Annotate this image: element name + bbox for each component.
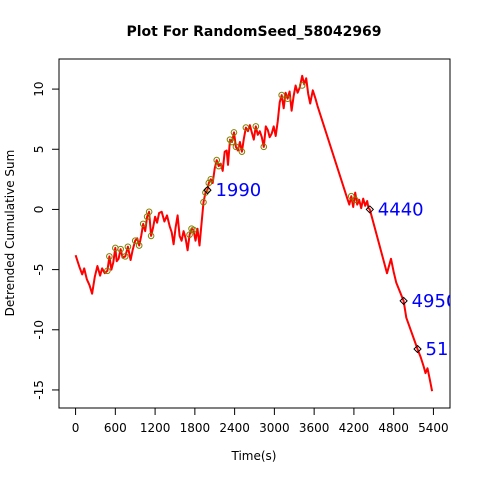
- x-tick-label: 0: [72, 421, 80, 435]
- chart-title: Plot For RandomSeed_58042969: [126, 24, 381, 40]
- y-tick-label: 0: [32, 206, 46, 214]
- y-tick-label: -15: [32, 380, 46, 400]
- annotation-label: 4440: [378, 199, 424, 220]
- y-axis: -15 -10 -5 0 5 10: [32, 81, 59, 399]
- x-tick-label: 5400: [418, 421, 449, 435]
- annotation-label: 1990: [215, 180, 261, 201]
- x-tick-label: 3000: [259, 421, 290, 435]
- y-tick-label: -10: [32, 320, 46, 340]
- x-tick-label: 4800: [378, 421, 409, 435]
- series-line: [76, 76, 433, 391]
- x-tick-label: 3600: [299, 421, 330, 435]
- annotation-label: 4950: [412, 291, 458, 312]
- x-tick-label: 600: [104, 421, 127, 435]
- x-tick-label: 1800: [180, 421, 211, 435]
- y-tick-label: 10: [32, 81, 46, 96]
- x-axis-label: Time(s): [231, 449, 277, 463]
- x-axis: 0 600 1200 1800 2400 3000 3600 4200 4800 5400: [72, 408, 449, 435]
- y-axis-label: Detrended Cumulative Sum: [3, 150, 17, 317]
- x-tick-label: 4200: [339, 421, 370, 435]
- plot-area: 1990 4440 4950 5160: [76, 76, 472, 391]
- x-tick-label: 1200: [140, 421, 171, 435]
- plot-frame: [59, 59, 450, 408]
- annotation-label: 5160: [426, 339, 472, 360]
- y-tick-label: 5: [32, 145, 46, 153]
- x-tick-label: 2400: [219, 421, 250, 435]
- y-tick-label: -5: [32, 264, 46, 276]
